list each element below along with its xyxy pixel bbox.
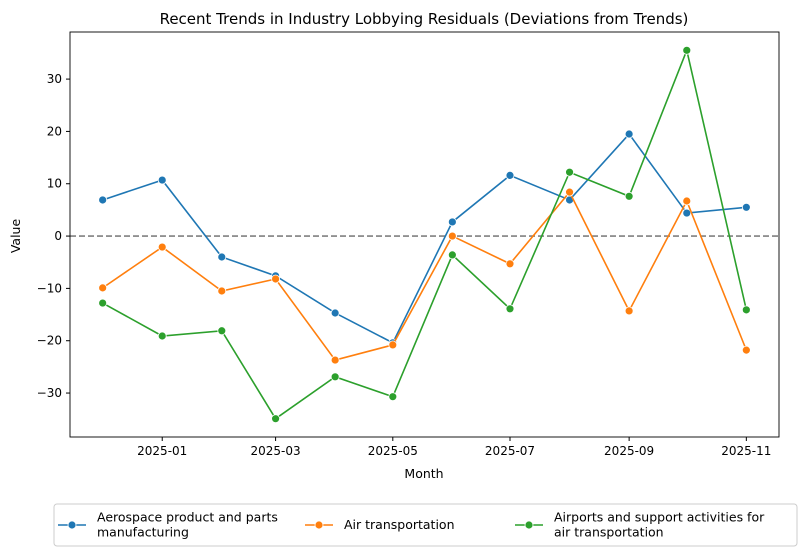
legend-marker (314, 520, 324, 530)
data-point (505, 304, 515, 314)
y-tick-label: −30 (37, 386, 62, 400)
data-point (682, 208, 692, 218)
data-point (565, 167, 574, 177)
legend-frame (53, 503, 798, 547)
series-line-2 (102, 47, 748, 420)
data-point (447, 217, 457, 227)
data-point (624, 191, 634, 201)
data-point (565, 187, 574, 197)
data-point (330, 355, 340, 365)
data-point (330, 308, 340, 318)
data-point (741, 202, 751, 212)
y-tick-label: −20 (37, 334, 62, 348)
data-point (447, 231, 457, 241)
data-point (741, 305, 751, 315)
data-point (447, 250, 457, 260)
data-point (98, 283, 108, 293)
data-point (624, 306, 634, 316)
series-line-0 (102, 132, 747, 344)
data-point (157, 331, 167, 341)
data-point (157, 175, 167, 185)
x-tick-label: 2025-01 (137, 444, 187, 458)
x-tick-label: 2025-03 (251, 444, 301, 458)
y-tick-label: 10 (47, 177, 62, 191)
data-point (98, 298, 108, 308)
data-point (741, 345, 751, 355)
x-tick-label: 2025-05 (368, 444, 418, 458)
data-point (271, 274, 280, 284)
legend-label: manufacturing (97, 525, 189, 540)
data-point (388, 340, 398, 350)
legend-marker (524, 520, 534, 530)
chart-title: Recent Trends in Industry Lobbying Resid… (160, 10, 689, 28)
legend-marker (67, 520, 77, 530)
y-tick-label: 20 (47, 124, 62, 138)
legend-label: air transportation (554, 525, 664, 540)
series-line-1 (102, 190, 748, 361)
y-tick-label: −10 (37, 281, 62, 295)
data-point (388, 392, 398, 402)
x-tick-label: 2025-07 (485, 444, 535, 458)
x-tick-label: 2025-11 (721, 444, 771, 458)
data-point (271, 414, 280, 424)
x-tick-label: 2025-09 (604, 444, 654, 458)
data-point (682, 45, 692, 55)
y-tick-label: 30 (47, 72, 62, 86)
y-tick-label: 0 (54, 229, 62, 243)
data-point (505, 170, 515, 180)
legend-label: Air transportation (344, 517, 455, 532)
y-axis-label: Value (8, 219, 23, 254)
data-point (157, 242, 167, 252)
plot-frame (69, 31, 780, 438)
data-point (624, 129, 634, 139)
legend: Aerospace product and partsmanufacturing… (53, 503, 798, 547)
legend-label: Airports and support activities for (554, 510, 765, 525)
data-point (217, 326, 227, 336)
data-point (98, 195, 108, 205)
data-point (217, 252, 227, 262)
data-point (217, 286, 227, 296)
data-point (505, 259, 515, 269)
data-point (330, 372, 340, 382)
data-point (682, 196, 692, 206)
x-axis-label: Month (404, 466, 443, 481)
legend-label: Aerospace product and parts (97, 510, 278, 525)
